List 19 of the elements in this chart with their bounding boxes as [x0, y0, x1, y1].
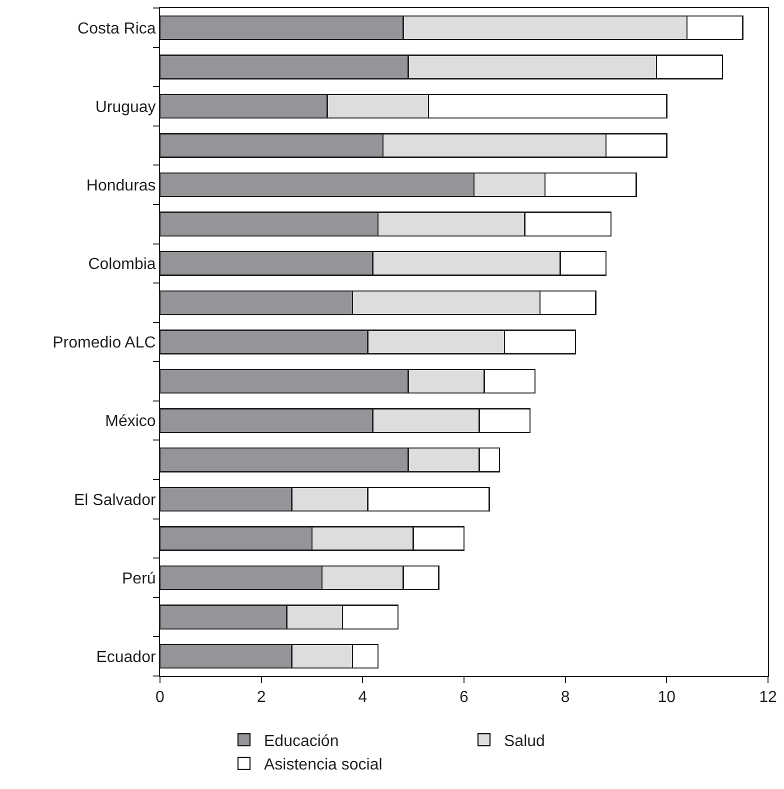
y-tick-label: México: [105, 413, 156, 430]
y-tick-label: Honduras: [86, 177, 156, 194]
x-tick-label: 4: [358, 689, 368, 706]
x-tick-label: 6: [460, 689, 469, 706]
x-tick-label: 8: [560, 689, 570, 706]
x-tick-label: 12: [759, 689, 777, 706]
legend-label: Asistencia social: [264, 756, 382, 774]
legend-label: Salud: [504, 732, 545, 750]
y-tick-label: Ecuador: [96, 648, 156, 666]
y-tick-label: Costa Rica: [78, 20, 156, 38]
legend-label: Educación: [264, 732, 339, 750]
x-tick-label: 10: [658, 689, 676, 706]
x-tick-label: 0: [156, 689, 165, 706]
y-tick-label: Uruguay: [95, 98, 156, 116]
x-tick-label: 2: [256, 689, 266, 706]
y-tick-label: Perú: [122, 570, 156, 588]
y-tick-label: El Salvador: [74, 492, 156, 509]
y-tick-label: Promedio ALC: [52, 334, 156, 352]
y-tick-label: Colombia: [88, 256, 156, 274]
